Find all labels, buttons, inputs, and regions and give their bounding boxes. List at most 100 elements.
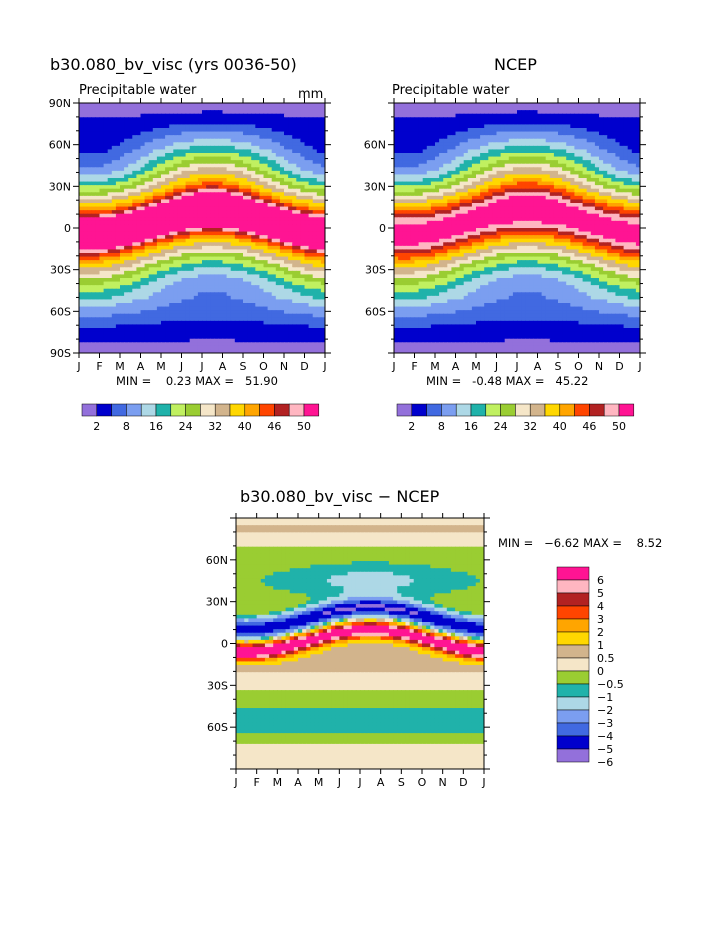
x-tick-label: N <box>439 776 447 789</box>
panel2-stats: MIN = -0.48 MAX = 45.22 <box>426 374 588 388</box>
x-tick-label: D <box>615 360 623 373</box>
legend-label: −6 <box>597 756 613 769</box>
x-tick-label: S <box>555 360 562 373</box>
y-tick-label: 90S <box>50 347 71 360</box>
x-tick-label: A <box>219 360 227 373</box>
panel3-title: b30.080_bv_visc − NCEP <box>240 487 440 507</box>
colorbar-swatch <box>274 403 290 417</box>
legend-swatch <box>556 709 590 724</box>
colorbar-label: 50 <box>297 420 311 433</box>
panel1-contour-plot <box>79 103 325 353</box>
panel1-subtitle: Precipitable water <box>79 83 197 98</box>
colorbar-swatch <box>455 403 472 417</box>
colorbar-swatch <box>200 403 216 417</box>
x-tick-label: A <box>452 360 460 373</box>
legend-label: 6 <box>597 574 604 587</box>
x-tick-label: M <box>471 360 481 373</box>
legend-swatch <box>556 618 590 633</box>
y-tick-label: 60N <box>49 139 71 152</box>
x-tick-label: J <box>637 360 641 373</box>
colorbar-label: 24 <box>494 420 508 433</box>
colorbar-swatch <box>303 403 320 417</box>
panel1-colorbar: 2 8 16 24 32 40 46 50 <box>81 403 320 433</box>
colorbar-label: 46 <box>582 420 596 433</box>
y-tick-label: 30N <box>49 180 71 193</box>
x-tick-label: S <box>240 360 247 373</box>
colorbar-label: 8 <box>438 420 445 433</box>
x-tick-label: M <box>430 360 440 373</box>
colorbar-swatch <box>500 403 516 417</box>
colorbar-swatch <box>126 403 142 417</box>
panel1-stats: MIN = 0.23 MAX = 51.90 <box>116 374 278 388</box>
colorbar-swatch <box>515 403 531 417</box>
colorbar-swatch <box>214 403 231 417</box>
x-tick-label: J <box>391 360 395 373</box>
legend-label: 1 <box>597 639 604 652</box>
legend-swatch <box>556 670 590 685</box>
colorbar-swatch <box>229 403 246 417</box>
legend-swatch <box>556 644 590 659</box>
y-tick-label: 90N <box>49 97 71 110</box>
colorbar-label: 40 <box>553 420 567 433</box>
panel3-stats: MIN = −6.62 MAX = 8.52 <box>498 536 662 550</box>
legend-label: −0.5 <box>597 678 624 691</box>
y-tick-label: 60N <box>364 139 386 152</box>
colorbar-swatch <box>618 403 635 417</box>
colorbar-swatch <box>81 403 98 417</box>
legend-swatch <box>556 657 590 672</box>
colorbar-swatch <box>288 403 305 417</box>
y-tick-label: 30N <box>206 596 228 609</box>
x-tick-label: M <box>314 776 324 789</box>
x-tick-label: N <box>280 360 288 373</box>
legend-swatch <box>556 683 590 698</box>
colorbar-label: 16 <box>149 420 163 433</box>
x-tick-label: A <box>294 776 302 789</box>
x-tick-label: A <box>137 360 145 373</box>
x-tick-label: S <box>398 776 405 789</box>
colorbar-swatch <box>111 403 127 417</box>
legend-swatch <box>556 748 590 763</box>
panel1-title: b30.080_bv_visc (yrs 0036-50) <box>50 55 297 75</box>
colorbar-label: 2 <box>93 420 100 433</box>
y-tick-label: 60S <box>207 721 228 734</box>
y-tick-label: 60S <box>365 305 386 318</box>
colorbar-swatch <box>470 403 487 417</box>
colorbar-swatch <box>589 403 605 417</box>
panel1-units: mm <box>298 87 323 102</box>
colorbar-label: 40 <box>238 420 252 433</box>
colorbar-swatch <box>396 403 413 417</box>
legend-swatch <box>556 579 590 594</box>
colorbar-swatch <box>96 403 112 417</box>
x-tick-label: J <box>199 360 203 373</box>
x-tick-label: D <box>459 776 467 789</box>
legend-label: 0 <box>597 665 604 678</box>
legend-label: 5 <box>597 587 604 600</box>
colorbar-swatch <box>544 403 561 417</box>
colorbar-swatch <box>185 403 201 417</box>
x-tick-label: M <box>115 360 125 373</box>
colorbar-label: 2 <box>408 420 415 433</box>
colorbar-swatch <box>574 403 590 417</box>
colorbar-label: 46 <box>267 420 281 433</box>
x-tick-label: F <box>411 360 417 373</box>
colorbar-swatch <box>559 403 575 417</box>
legend-label: −1 <box>597 691 613 704</box>
colorbar-swatch <box>603 403 620 417</box>
panel2-contour-plot <box>394 103 640 353</box>
y-tick-label: 0 <box>379 222 386 235</box>
colorbar-swatch <box>485 403 501 417</box>
colorbar-swatch <box>426 403 442 417</box>
x-tick-label: J <box>76 360 80 373</box>
colorbar-label: 8 <box>123 420 130 433</box>
colorbar-label: 32 <box>208 420 222 433</box>
colorbar-swatch <box>441 403 457 417</box>
colorbar-label: 24 <box>179 420 193 433</box>
x-tick-label: J <box>322 360 326 373</box>
y-tick-label: 30S <box>207 679 228 692</box>
legend-label: 3 <box>597 613 604 626</box>
x-tick-label: J <box>179 360 183 373</box>
legend-swatch <box>556 735 590 750</box>
